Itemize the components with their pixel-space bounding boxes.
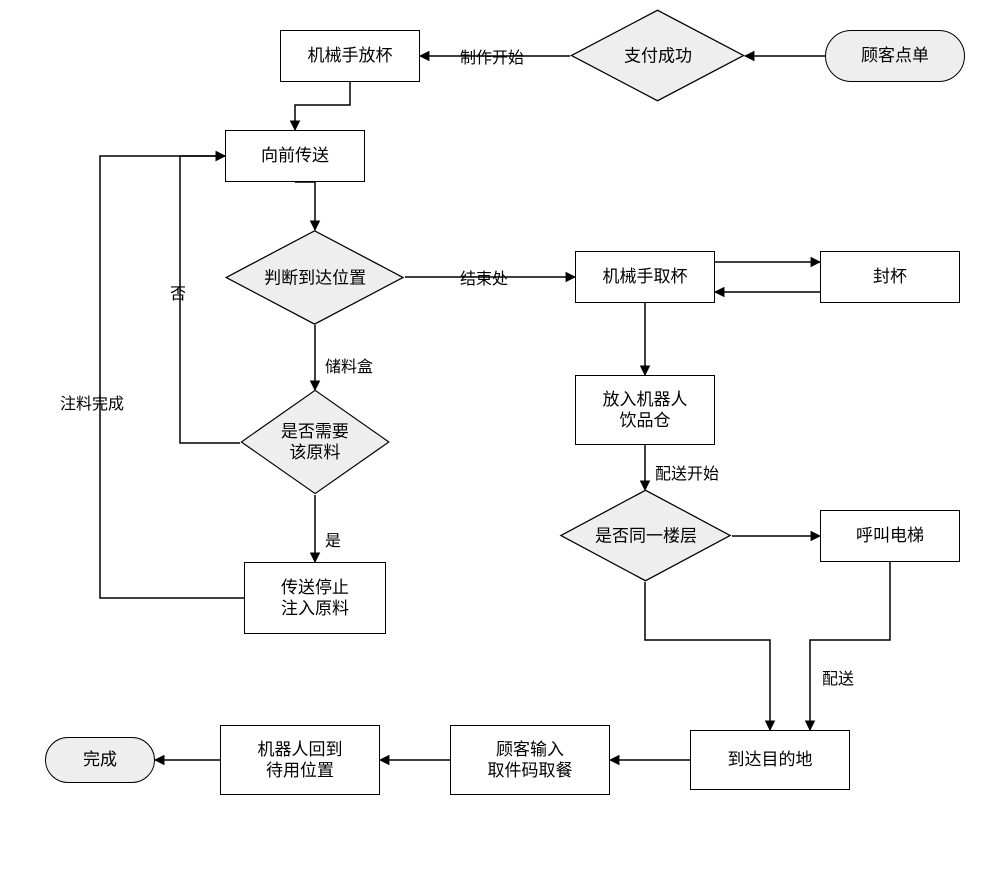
node-stop_fill: 传送停止 注入原料 — [244, 562, 386, 634]
node-forward: 向前传送 — [225, 130, 365, 182]
node-put_bin: 放入机器人 饮品仓 — [575, 375, 715, 445]
node-label: 判断到达位置 — [264, 267, 366, 288]
node-pay: 支付成功 — [570, 10, 745, 102]
node-same_floor: 是否同一楼层 — [560, 490, 732, 582]
node-take_cup: 机械手取杯 — [575, 251, 715, 303]
edge-label: 配送开始 — [655, 460, 719, 484]
node-label: 封杯 — [873, 266, 907, 287]
node-label: 呼叫电梯 — [856, 525, 924, 546]
node-label: 顾客输入 取件码取餐 — [488, 739, 573, 782]
edge-need-forward — [180, 156, 240, 443]
edge-label: 结束处 — [460, 265, 508, 289]
edge-label: 储料盒 — [325, 353, 373, 377]
flowchart-stage: 顾客点单 支付成功 机械手放杯向前传送判断到达位置是否需要 该原料传送停止 注入原料… — [0, 0, 1000, 876]
node-label: 顾客点单 — [861, 45, 929, 66]
node-label: 机械手放杯 — [308, 45, 393, 66]
node-seal: 封杯 — [820, 251, 960, 303]
node-need: 是否需要 该原料 — [240, 390, 390, 495]
edge-same_floor-dest — [645, 582, 770, 730]
node-dest: 到达目的地 — [690, 730, 850, 790]
node-label: 机械手取杯 — [603, 266, 688, 287]
edge-label: 注料完成 — [60, 390, 124, 414]
edge-stop_fill-forward — [100, 156, 244, 598]
node-label: 是否同一楼层 — [595, 525, 697, 546]
node-pickup: 顾客输入 取件码取餐 — [450, 725, 610, 795]
node-done: 完成 — [45, 737, 155, 783]
edge-place_cup-forward — [295, 82, 350, 130]
node-arrive: 判断到达位置 — [225, 230, 405, 325]
edge-label: 否 — [170, 280, 186, 304]
node-label: 支付成功 — [624, 45, 692, 66]
edge-label: 制作开始 — [460, 44, 524, 68]
node-label: 放入机器人 饮品仓 — [603, 389, 688, 432]
node-label: 完成 — [83, 749, 117, 770]
node-start: 顾客点单 — [825, 30, 965, 82]
edge-elevator-dest — [810, 562, 890, 730]
edge-forward-arrive — [295, 182, 315, 230]
edge-label: 配送 — [822, 665, 854, 689]
node-place_cup: 机械手放杯 — [280, 30, 420, 82]
node-label: 向前传送 — [261, 145, 329, 166]
node-elevator: 呼叫电梯 — [820, 510, 960, 562]
node-label: 传送停止 注入原料 — [281, 577, 349, 620]
node-label: 是否需要 该原料 — [281, 421, 349, 464]
node-label: 到达目的地 — [728, 749, 813, 770]
edge-label: 是 — [325, 527, 341, 551]
node-label: 机器人回到 待用位置 — [258, 739, 343, 782]
node-return: 机器人回到 待用位置 — [220, 725, 380, 795]
